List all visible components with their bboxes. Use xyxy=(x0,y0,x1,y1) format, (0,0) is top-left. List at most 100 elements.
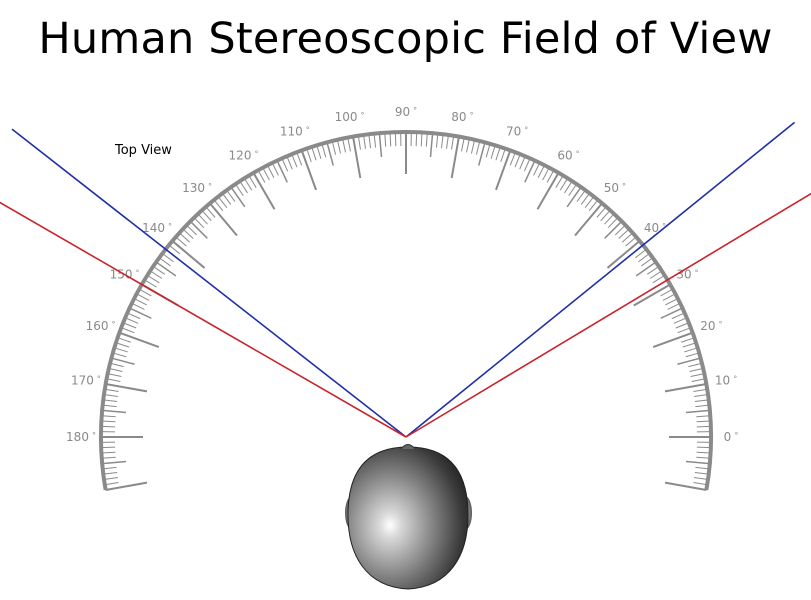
scale-tick xyxy=(262,167,270,181)
scale-tick xyxy=(607,217,619,229)
scale-tick xyxy=(485,143,491,158)
scale-tick xyxy=(276,160,288,183)
scale-tick xyxy=(693,482,708,486)
scale-tick xyxy=(109,362,124,368)
scale-tick xyxy=(675,322,689,329)
scale-tick xyxy=(168,244,181,255)
scale-tick xyxy=(596,206,607,218)
degree-label: 50 ° xyxy=(604,181,626,195)
scale-tick xyxy=(466,138,470,153)
scale-tick xyxy=(123,322,137,329)
scale-tick xyxy=(103,471,118,475)
scale-tick xyxy=(300,150,317,191)
degree-symbol: ° xyxy=(733,375,737,384)
scale-tick xyxy=(131,302,145,310)
head-shape xyxy=(347,446,469,590)
scale-tick xyxy=(311,146,317,161)
scale-tick xyxy=(450,136,460,179)
degree-symbol: ° xyxy=(135,269,139,278)
scale-tick xyxy=(108,367,123,373)
scale-tick xyxy=(673,317,687,324)
scale-tick xyxy=(542,167,550,181)
degree-label: 100 ° xyxy=(335,110,365,124)
scale-tick xyxy=(171,240,206,269)
scale-tick xyxy=(680,337,695,343)
degree-label: 90 ° xyxy=(395,105,417,119)
scale-tick xyxy=(495,150,512,191)
degree-labels: 0 °10 °20 °30 °40 °50 °60 °70 °80 °90 °100 °110 °120… xyxy=(66,105,738,444)
scale-tick xyxy=(205,206,216,218)
degree-label: 150 ° xyxy=(110,268,140,282)
degree-symbol: ° xyxy=(622,182,626,191)
scale-tick xyxy=(117,337,132,343)
scale-tick xyxy=(671,312,685,320)
degree-value: 120 xyxy=(229,149,252,163)
scale-tick xyxy=(230,186,246,208)
scale-tick xyxy=(461,137,465,152)
scale-tick xyxy=(306,148,312,163)
scale-tick xyxy=(281,158,289,172)
scale-tick xyxy=(665,298,678,306)
scale-tick xyxy=(451,135,455,150)
scale-tick xyxy=(384,132,387,147)
scale-tick xyxy=(105,481,148,491)
scale-tick xyxy=(533,162,541,176)
scale-tick xyxy=(101,420,116,423)
scale-tick xyxy=(296,152,303,166)
scale-tick xyxy=(690,373,705,377)
degree-symbol: ° xyxy=(97,375,101,384)
degree-value: 70 xyxy=(506,125,521,139)
scale-tick xyxy=(514,154,521,168)
scale-tick xyxy=(475,140,481,155)
degree-label: 180 ° xyxy=(66,430,96,444)
degree-value: 20 xyxy=(700,319,715,333)
scale-tick xyxy=(129,307,152,319)
scale-tick xyxy=(559,178,569,191)
scale-tick xyxy=(440,134,444,149)
scale-tick xyxy=(509,152,516,166)
scale-tick xyxy=(286,156,293,170)
scale-tick xyxy=(425,132,428,147)
scale-tick xyxy=(621,232,633,243)
degree-value: 90 xyxy=(395,105,410,119)
scale-tick xyxy=(321,143,327,158)
scale-tick xyxy=(257,169,266,183)
degree-symbol: ° xyxy=(524,126,528,135)
scale-tick xyxy=(694,477,709,480)
scale-tick xyxy=(222,193,232,205)
scale-tick xyxy=(389,132,392,147)
degree-value: 150 xyxy=(110,268,133,282)
scale-tick xyxy=(694,399,709,403)
scale-tick xyxy=(693,388,708,392)
scale-tick xyxy=(291,154,298,168)
scale-tick xyxy=(182,228,194,239)
scale-tick xyxy=(352,136,362,179)
scale-tick xyxy=(104,482,119,486)
scale-tick xyxy=(114,347,128,353)
scale-tick xyxy=(446,134,449,149)
scale-tick xyxy=(125,317,139,324)
scale-tick xyxy=(119,331,160,348)
degree-value: 80 xyxy=(451,110,466,124)
scale-tick xyxy=(239,180,248,194)
scale-tick xyxy=(490,145,496,159)
degree-value: 100 xyxy=(335,110,358,124)
scale-tick xyxy=(667,302,681,310)
degree-label: 110 ° xyxy=(280,125,310,139)
scale-tick xyxy=(660,288,674,297)
degree-symbol: ° xyxy=(306,126,310,135)
degree-value: 170 xyxy=(71,374,94,388)
degree-label: 140 ° xyxy=(142,221,172,235)
scale-tick xyxy=(104,388,119,392)
scale-tick xyxy=(689,367,704,373)
scale-tick xyxy=(420,132,423,147)
degree-symbol: ° xyxy=(413,106,417,115)
scale-tick xyxy=(101,451,116,454)
scale-tick xyxy=(357,135,361,150)
scale-tick xyxy=(478,142,486,166)
scale-tick xyxy=(115,342,130,348)
degree-value: 0 xyxy=(724,430,732,444)
degree-value: 30 xyxy=(676,268,691,282)
scale-tick xyxy=(495,146,501,161)
scale-tick xyxy=(664,383,707,393)
